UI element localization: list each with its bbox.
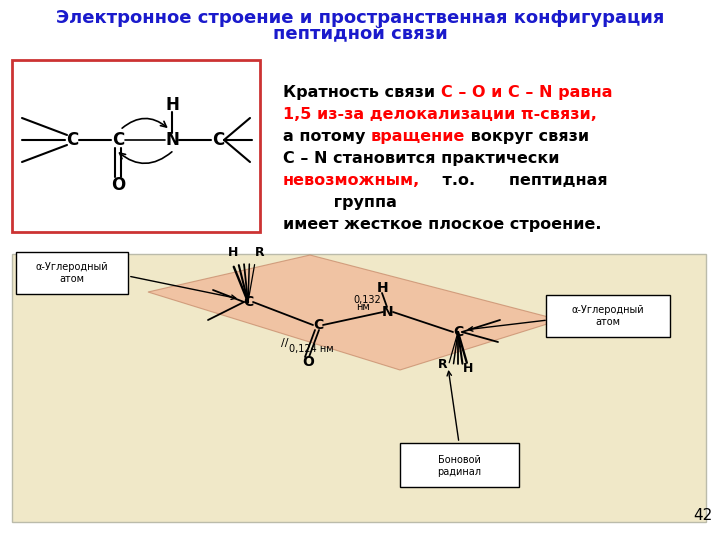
Text: R: R <box>438 359 448 372</box>
Text: нм: нм <box>356 302 370 312</box>
Text: O: O <box>302 355 314 369</box>
FancyArrowPatch shape <box>122 118 166 128</box>
Text: 0,132: 0,132 <box>353 295 381 305</box>
Text: H: H <box>377 281 389 295</box>
Text: С – N становится практически: С – N становится практически <box>283 151 559 166</box>
Text: Боновой: Боновой <box>438 455 480 465</box>
Text: C: C <box>66 131 78 149</box>
Text: имеет жесткое плоское строение.: имеет жесткое плоское строение. <box>283 217 601 232</box>
Text: группа: группа <box>283 195 397 210</box>
Text: вокруг связи: вокруг связи <box>465 129 590 144</box>
Text: O: O <box>111 176 125 194</box>
FancyBboxPatch shape <box>546 295 670 337</box>
Text: //: // <box>282 338 289 348</box>
Text: радинал: радинал <box>437 467 481 477</box>
Text: C: C <box>212 131 224 149</box>
Text: 0,124 нм: 0,124 нм <box>289 344 333 354</box>
Text: а потому: а потому <box>283 129 371 144</box>
FancyBboxPatch shape <box>400 443 519 487</box>
Text: атом: атом <box>595 317 621 327</box>
FancyBboxPatch shape <box>12 254 706 522</box>
Text: H: H <box>165 96 179 114</box>
FancyBboxPatch shape <box>12 60 260 232</box>
Text: H: H <box>228 246 238 259</box>
Text: C: C <box>453 325 463 339</box>
Text: R: R <box>255 246 265 259</box>
FancyArrowPatch shape <box>120 152 172 164</box>
Text: атом: атом <box>60 274 84 284</box>
Text: т.о.      пептидная: т.о. пептидная <box>420 173 608 188</box>
Text: C: C <box>243 295 253 309</box>
Text: N: N <box>165 131 179 149</box>
Text: 1,5 из-за делокализации π-связи,: 1,5 из-за делокализации π-связи, <box>283 107 597 122</box>
Text: 42: 42 <box>693 508 713 523</box>
Text: Электронное строение и пространственная конфигурация: Электронное строение и пространственная … <box>56 9 664 27</box>
Text: Кратность связи: Кратность связи <box>283 85 441 100</box>
Text: H: H <box>463 361 473 375</box>
Text: C: C <box>112 131 124 149</box>
Text: α-Углеродный: α-Углеродный <box>36 262 108 272</box>
FancyBboxPatch shape <box>16 252 128 294</box>
Text: вращение: вращение <box>371 129 465 144</box>
Polygon shape <box>148 255 560 370</box>
Text: невозможным,: невозможным, <box>283 173 420 188</box>
Text: С – О и С – N равна: С – О и С – N равна <box>441 85 612 100</box>
Text: α-Углеродный: α-Углеродный <box>572 305 644 315</box>
Text: N: N <box>382 305 394 319</box>
Text: пептидной связи: пептидной связи <box>273 25 447 43</box>
Text: C: C <box>313 318 323 332</box>
